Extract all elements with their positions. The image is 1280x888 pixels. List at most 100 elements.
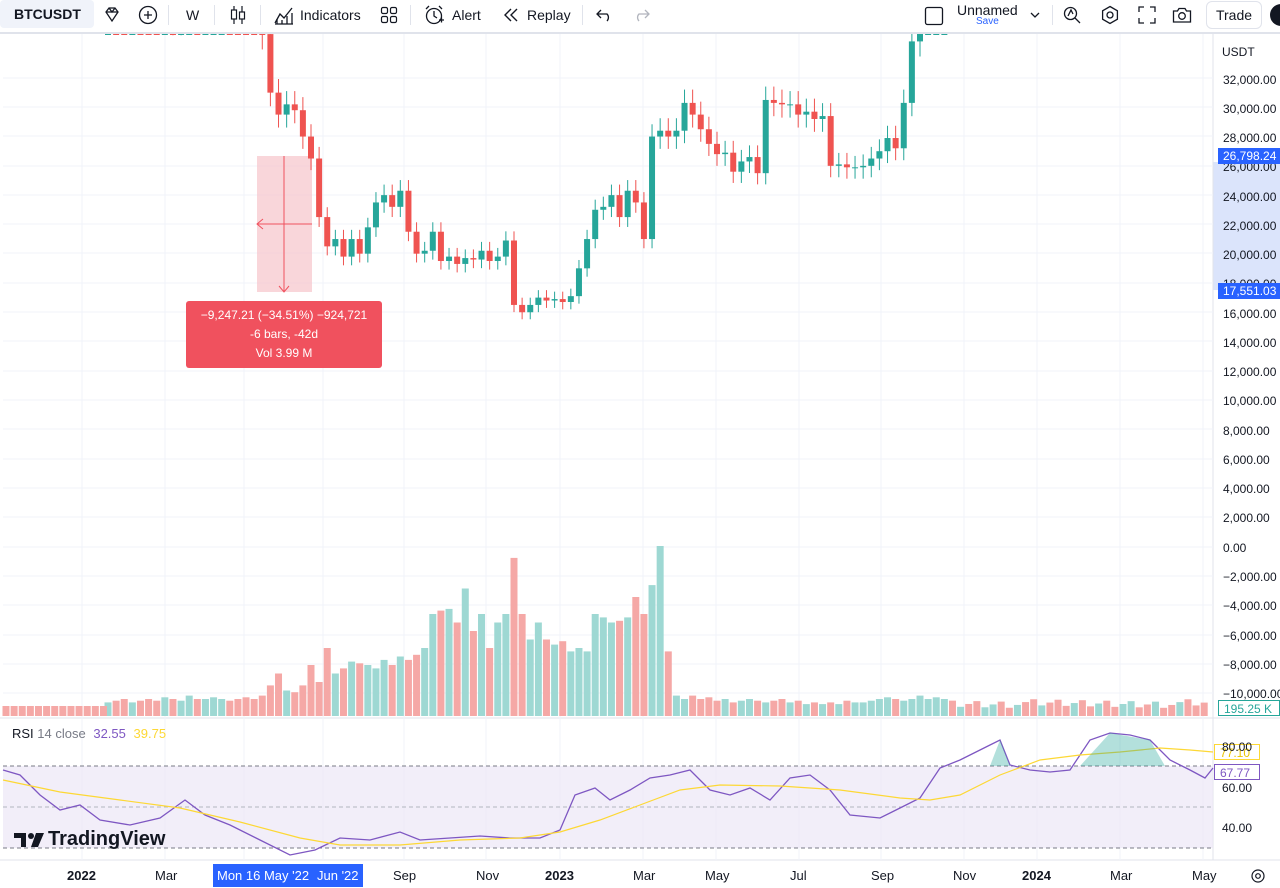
candle-body	[811, 111, 818, 119]
rsi-ma-line	[2, 747, 1214, 846]
candle-body	[429, 231, 436, 251]
volume-bar	[664, 651, 672, 716]
rsi-legend[interactable]: RSI 14 close 32.55 39.75	[12, 726, 166, 741]
candle-body	[778, 102, 785, 105]
candle-body	[600, 206, 607, 210]
rsi-scale-80: 80.00	[1222, 740, 1253, 754]
volume-bar	[997, 701, 1005, 716]
chart-settings-gear-icon[interactable]	[1248, 866, 1268, 886]
candle-body	[243, 34, 250, 35]
indicators-icon[interactable]	[272, 3, 296, 27]
time-axis-label: 2023	[545, 868, 574, 883]
rsi-ma-value: 39.75	[133, 726, 167, 741]
volume-bar	[1078, 700, 1086, 716]
volume-bar	[989, 704, 997, 716]
candle-body	[462, 258, 469, 264]
volume-bar	[599, 617, 607, 716]
candle-body	[454, 256, 461, 264]
templates-grid-icon[interactable]	[378, 4, 400, 26]
layout-square-icon[interactable]	[922, 4, 946, 28]
redo-icon[interactable]	[630, 4, 652, 26]
symbol-search-button[interactable]: BTCUSDT	[0, 0, 94, 28]
volume-bar	[1095, 703, 1103, 716]
volume-bar	[364, 665, 372, 716]
replay-button[interactable]: Replay	[527, 7, 571, 23]
volume-bar	[185, 695, 193, 716]
volume-bar	[218, 699, 226, 716]
currency-label[interactable]: USDT	[1222, 45, 1255, 59]
volume-bar	[161, 697, 169, 716]
volume-bar	[1176, 702, 1184, 716]
volume-bar	[502, 614, 510, 716]
volume-bar	[234, 699, 242, 716]
settings-gear-icon[interactable]	[1098, 3, 1122, 27]
volume-bar	[1111, 706, 1119, 716]
candle-body	[169, 34, 176, 35]
candle-body	[657, 130, 664, 137]
candle-body	[372, 202, 379, 228]
candle-body	[559, 299, 566, 303]
interval-button[interactable]: W	[186, 7, 200, 23]
measure-change: −9,247.21 (−34.51%) −924,721	[200, 308, 368, 322]
price-scale-label: 32,000.00	[1223, 73, 1277, 87]
candle-body	[754, 157, 761, 174]
compare-icon[interactable]	[100, 4, 124, 26]
volume-bar	[884, 697, 892, 716]
volume-bar	[1005, 707, 1013, 716]
volume-bar	[1038, 705, 1046, 716]
replay-rewind-icon[interactable]	[500, 4, 522, 26]
volume-bar	[900, 700, 908, 716]
layout-name[interactable]: Unnamed	[957, 2, 1018, 18]
user-avatar[interactable]	[1270, 4, 1280, 26]
volume-bar	[291, 692, 299, 716]
candles-chart-type-icon[interactable]	[226, 3, 250, 27]
alert-button[interactable]: Alert	[452, 7, 481, 23]
trade-button[interactable]: Trade	[1206, 1, 1262, 29]
candle-body	[251, 34, 258, 35]
volume-bar	[404, 659, 412, 716]
volume-bar	[112, 700, 120, 716]
volume-bar	[745, 699, 753, 716]
volume-bar	[591, 614, 599, 716]
measure-low-price-tag: 17,551.03	[1218, 283, 1280, 299]
rsi-ma-tag: 77.10	[1214, 744, 1260, 760]
save-label[interactable]: Save	[976, 16, 999, 27]
candle-body	[819, 116, 826, 119]
price-scale-label: 22,000.00	[1223, 219, 1277, 233]
volume-bar	[331, 673, 339, 716]
candle-body	[665, 130, 672, 137]
chevron-down-icon[interactable]	[1026, 6, 1044, 24]
volume-bar	[372, 668, 380, 716]
rsi-params: 14 close	[37, 726, 86, 741]
volume-bar	[1054, 699, 1062, 716]
quick-search-icon[interactable]	[1060, 3, 1084, 27]
candle-body	[925, 34, 932, 35]
candle-body	[161, 34, 168, 35]
alert-clock-icon[interactable]	[422, 3, 446, 27]
measure-arrow-left	[256, 218, 264, 230]
camera-screenshot-icon[interactable]	[1170, 3, 1194, 27]
candle-body	[551, 299, 558, 301]
time-axis-label: Mar	[633, 868, 656, 883]
fullscreen-icon[interactable]	[1135, 3, 1159, 27]
rsi-overbought-fill	[1080, 733, 1165, 766]
volume-bar	[965, 703, 973, 716]
time-axis-label: Nov	[953, 868, 977, 883]
candle-body	[673, 130, 680, 137]
candle-body	[567, 296, 574, 303]
candle-body	[592, 209, 599, 240]
volume-bar	[559, 641, 567, 716]
candle-body	[129, 34, 136, 35]
indicators-button[interactable]: Indicators	[300, 7, 361, 23]
candle-body	[770, 99, 777, 103]
add-symbol-icon[interactable]	[136, 3, 160, 27]
time-axis-label: May	[1192, 868, 1217, 883]
candle-body	[502, 240, 509, 257]
time-axis-label: Mar	[1110, 868, 1133, 883]
volume-bar	[469, 631, 477, 716]
volume-bar	[396, 656, 404, 716]
candle-body	[649, 136, 656, 240]
undo-icon[interactable]	[594, 4, 616, 26]
time-axis-label: Sep	[393, 868, 417, 883]
